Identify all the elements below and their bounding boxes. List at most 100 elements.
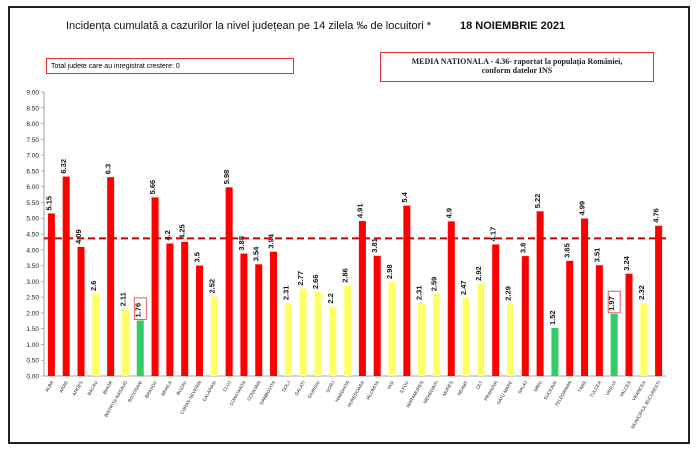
bar [62,176,70,376]
bar [462,298,470,376]
value-label-highlight [607,290,621,314]
value-label: 2.59 [429,277,438,292]
value-label: 2.92 [474,266,483,281]
value-label: 4.99 [578,201,587,216]
category-label: HARGHITA [334,379,350,403]
y-tick-label: 6.50 [26,168,39,175]
bar [432,294,440,376]
bar [181,241,189,376]
category-label: ILFOV [399,379,410,394]
category-label: DAMBOVITA [259,379,277,405]
bar [136,320,144,376]
value-label: 4.76 [652,208,661,223]
category-label: BOTOSANI [127,380,143,403]
category-label: SUCEAVA [543,379,558,401]
bar [166,243,174,376]
value-label: 3.5 [193,252,202,262]
bar [255,264,263,376]
bar [388,281,396,376]
category-label: ARAD [58,379,69,393]
bar [655,225,663,376]
value-label: 1.97 [607,296,616,311]
category-label: ALBA [44,379,55,392]
value-label: 2.66 [311,274,320,289]
value-label: 2.77 [296,271,305,286]
value-label: 4.91 [355,203,364,218]
y-tick-label: 3.00 [26,279,39,286]
category-label: GIURGIU [307,380,321,400]
value-label: 3.8 [518,243,527,253]
bar [77,246,85,376]
value-label: 3.81 [370,238,379,253]
value-label: 2.86 [341,268,350,283]
bar [329,306,337,376]
value-label: 2.32 [637,285,646,300]
y-tick-label: 4.50 [26,232,39,239]
category-label: VRANCEA [631,379,647,402]
category-label: IALOMITA [365,379,380,401]
y-tick-label: 5.50 [26,200,39,207]
category-label: CLUJ [222,380,232,392]
value-label: 3.94 [267,233,276,248]
bar [507,303,514,376]
category-label: TIMIS [577,380,587,393]
y-tick-label: 6.00 [26,184,39,191]
bar [210,296,218,376]
y-tick-label: 2.50 [26,295,39,302]
bar [358,221,366,376]
value-label: 2.2 [326,293,335,303]
value-label: 5.98 [222,170,231,185]
value-label: 4.2 [163,230,172,240]
bar [92,293,100,376]
bar [447,221,455,376]
y-tick-label: 7.00 [26,153,39,160]
category-label: VASLUI [605,380,617,396]
value-label-highlight [133,297,147,320]
value-label: 5.22 [533,194,542,209]
value-label: 1.52 [548,310,557,325]
category-label: IASI [386,380,395,390]
increase-counter-note: Total judete care au inregistrat crester… [46,58,294,74]
bar [196,265,203,376]
value-label: 2.98 [385,264,394,279]
value-label: 4.17 [489,227,498,242]
value-label: 1.76 [133,303,142,318]
y-tick-label: 5.00 [26,216,39,223]
y-tick-label: 0.00 [26,374,39,381]
value-label: 2.6 [89,281,98,291]
category-label: BRAILA [160,379,173,396]
category-label: TULCEA [589,379,603,398]
category-label: CALARASI [201,380,217,402]
bar [492,244,500,376]
report-date: 18 NOIEMBRIE 2021 [460,20,566,32]
value-label: 3.65 [563,243,572,258]
bar [107,177,115,376]
bar [551,328,559,376]
y-tick-label: 8.00 [26,121,39,128]
value-label: 3.24 [622,255,631,270]
value-label: 2.31 [415,285,424,300]
bar [225,187,233,376]
chart-title: Incidența cumulată a cazurilor la nivel … [66,20,432,32]
bar [418,303,426,376]
category-label: OLT [475,380,484,390]
national-average-line1: MEDIA NATIONALA - 4.36- raportat la popu… [411,57,623,66]
bar [536,211,544,376]
value-label: 4.09 [74,229,83,244]
y-tick-label: 0.50 [26,358,39,365]
value-label: 2.31 [281,285,290,300]
national-average-line2: conform datelor INS [481,66,553,75]
y-tick-label: 7.50 [26,137,39,144]
value-label: 4.9 [444,208,453,218]
category-label: MUNICIPIUL BUCURESTI [630,380,661,429]
national-average-note: MEDIA NATIONALA - 4.36- raportat la popu… [380,52,654,82]
value-label: 2.52 [207,279,216,294]
y-tick-label: 4.00 [26,247,39,254]
value-label: 6.3 [104,164,113,174]
bar [284,303,292,376]
bar [625,273,633,376]
bar [314,292,322,376]
bar [595,265,603,376]
category-label: MEHEDINTI [422,380,439,404]
